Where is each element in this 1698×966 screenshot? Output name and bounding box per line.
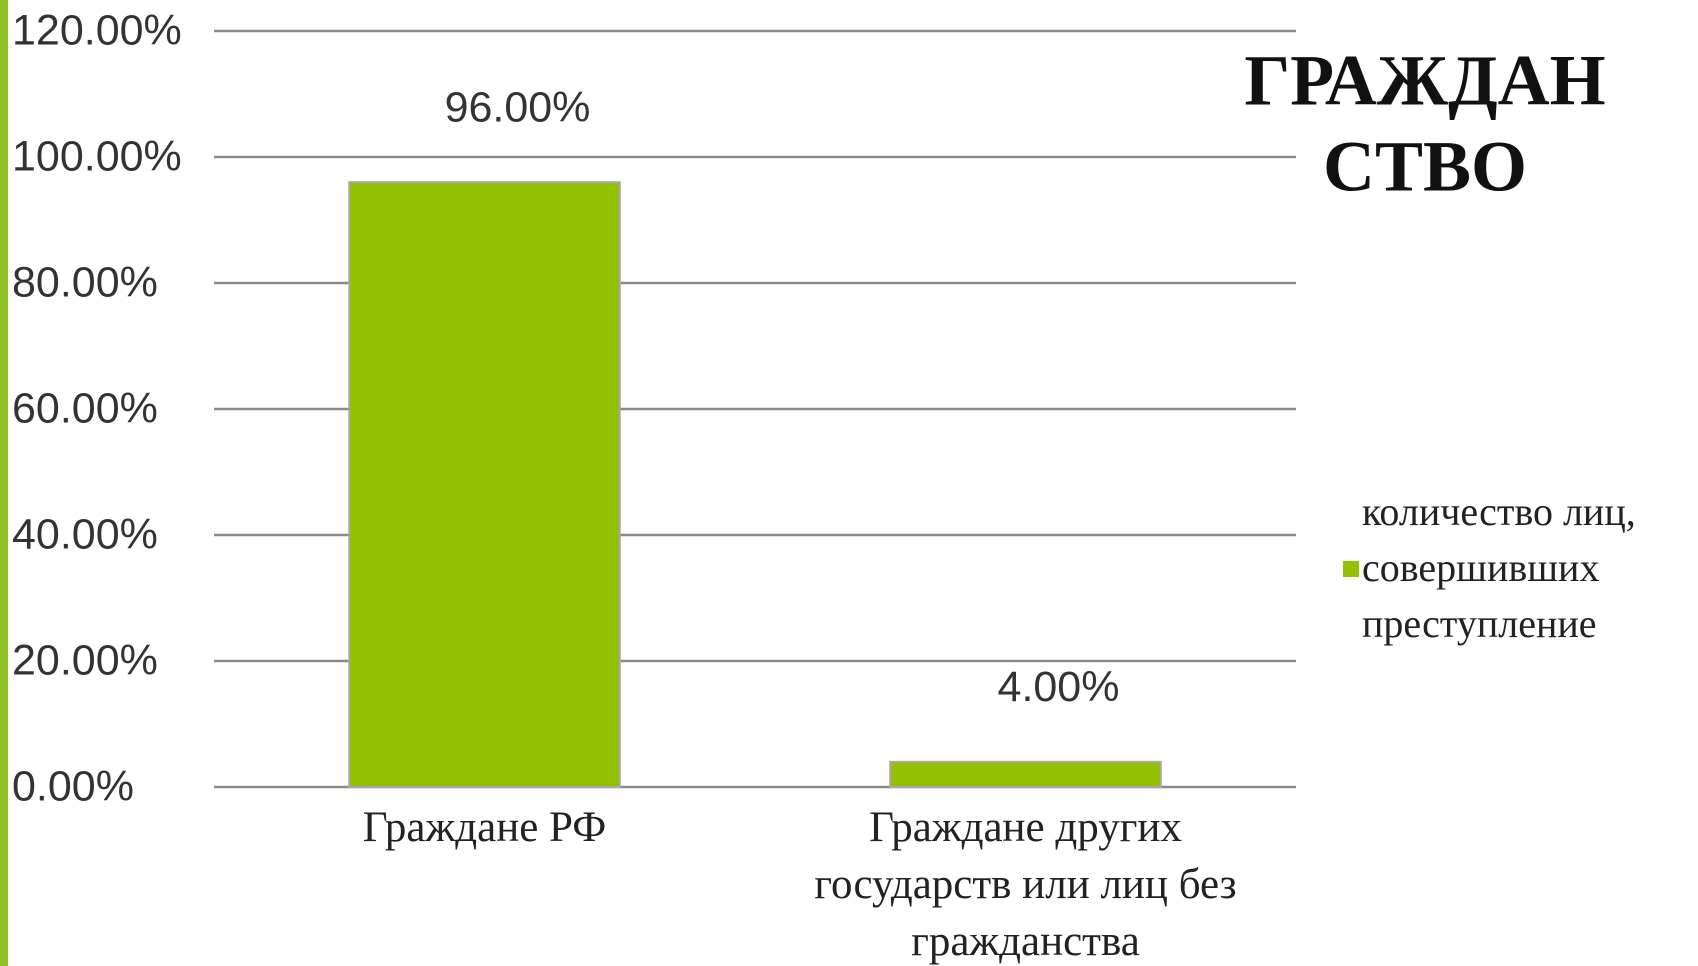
x-tick-label-box: Граждане других государств или лиц без г… — [814, 804, 1237, 965]
data-label: 96.00% — [445, 84, 591, 132]
x-tick-label-box: Граждане РФ — [362, 804, 607, 851]
x-tick-label: Граждане РФ — [362, 804, 607, 851]
y-tick-label: 40.00% — [12, 510, 158, 558]
y-tick-label: 120.00% — [12, 6, 182, 54]
y-tick-label: 0.00% — [12, 762, 134, 810]
x-tick-label: Граждане других государств или лиц без г… — [814, 804, 1237, 965]
legend-label-box: количество лиц, совершивших преступление — [1362, 489, 1636, 646]
data-label: 4.00% — [998, 663, 1120, 711]
y-tick-label: 20.00% — [12, 636, 158, 684]
bar — [889, 760, 1162, 788]
y-tick-label: 60.00% — [12, 384, 158, 432]
legend-swatch — [1343, 561, 1359, 577]
y-tick-label: 80.00% — [12, 258, 158, 306]
chart-title: ГРАЖДАН — [1244, 41, 1605, 121]
y-tick-label: 100.00% — [12, 132, 182, 180]
chart-title: СТВО — [1323, 127, 1527, 207]
bar — [348, 181, 621, 788]
legend-label: количество лиц, совершивших преступление — [1362, 489, 1636, 646]
edge-stripe — [0, 0, 8, 966]
